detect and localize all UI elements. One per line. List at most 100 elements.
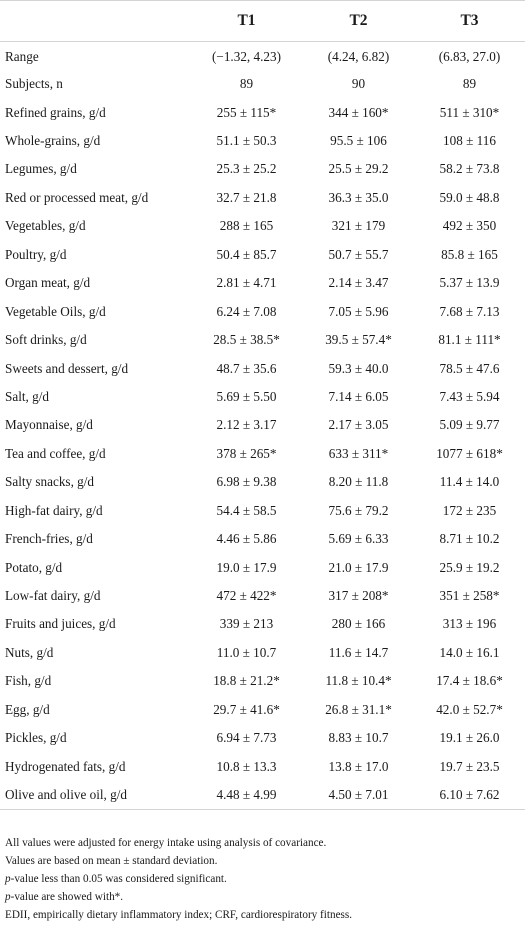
cell-t3: 89 bbox=[462, 76, 477, 92]
header-t3: T3 bbox=[414, 0, 525, 42]
cell-t2: 2.17 ± 3.05 bbox=[328, 417, 389, 433]
cell-t2: 321 ± 179 bbox=[331, 218, 386, 234]
table-row: Hydrogenated fats, g/d 10.8 ± 13.3 13.8 ± … bbox=[0, 752, 525, 780]
header-blank bbox=[0, 0, 190, 42]
header-row: T1 T2 T3 bbox=[0, 0, 525, 42]
cell-t3: 19.1 ± 26.0 bbox=[439, 730, 500, 746]
cell-t3: 78.5 ± 47.6 bbox=[439, 360, 500, 376]
cell-t2: (4.24, 6.82) bbox=[327, 48, 390, 64]
cell-t2: 4.50 ± 7.01 bbox=[328, 787, 389, 803]
cell-t1: 51.1 ± 50.3 bbox=[216, 133, 277, 149]
cell-t2: 90 bbox=[351, 76, 366, 92]
cell-t2: 11.6 ± 14.7 bbox=[328, 644, 389, 660]
cell-t1: 11.0 ± 10.7 bbox=[216, 644, 277, 660]
cell-t3: 11.4 ± 14.0 bbox=[439, 474, 500, 490]
cell-t2: 8.83 ± 10.7 bbox=[328, 730, 389, 746]
cell-t3: 8.71 ± 10.2 bbox=[439, 531, 500, 547]
footnote-p-symbol: p bbox=[5, 873, 11, 885]
cell-t3: 58.2 ± 73.8 bbox=[439, 161, 500, 177]
cell-t1: 6.98 ± 9.38 bbox=[216, 474, 277, 490]
cell-t1: 255 ± 115* bbox=[216, 104, 277, 120]
cell-t3: 6.10 ± 7.62 bbox=[439, 787, 500, 803]
cell-t2: 5.69 ± 6.33 bbox=[328, 531, 389, 547]
table-row: Soft drinks, g/d 28.5 ± 38.5* 39.5 ± 57.4*… bbox=[0, 326, 525, 354]
row-label: Red or processed meat, g/d bbox=[5, 189, 149, 205]
cell-t1: (−1.32, 4.23) bbox=[212, 48, 281, 64]
table-bottom-rule bbox=[0, 809, 525, 811]
cell-t3: 511 ± 310* bbox=[439, 104, 500, 120]
row-label: Fish, g/d bbox=[5, 673, 52, 689]
diet-intake-table: T1 T2 T3 Range (−1.32, 4.23) (4.24, 6.82) (… bbox=[0, 0, 525, 803]
cell-t1: 29.7 ± 41.6* bbox=[213, 701, 280, 717]
cell-t3: 7.43 ± 5.94 bbox=[439, 388, 500, 404]
cell-t1: 18.8 ± 21.2* bbox=[213, 673, 280, 689]
table-row: Potato, g/d 19.0 ± 17.9 21.0 ± 17.9 25.9 ± … bbox=[0, 553, 525, 581]
table-row: Egg, g/d 29.7 ± 41.6* 26.8 ± 31.1* 42.0 ± 5… bbox=[0, 696, 525, 724]
footnote-p-symbol-2: p bbox=[5, 891, 11, 903]
table-row: Mayonnaise, g/d 2.12 ± 3.17 2.17 ± 3.05 5.0… bbox=[0, 411, 525, 439]
cell-t2: 2.14 ± 3.47 bbox=[328, 275, 389, 291]
header-t2: T2 bbox=[303, 0, 414, 42]
table-row: Poultry, g/d 50.4 ± 85.7 50.7 ± 55.7 85.8 ±… bbox=[0, 241, 525, 269]
row-label: Soft drinks, g/d bbox=[5, 332, 87, 348]
table-row: Fruits and juices, g/d 339 ± 213 280 ± 166… bbox=[0, 610, 525, 638]
row-label: Range bbox=[5, 48, 39, 64]
row-label: Potato, g/d bbox=[5, 559, 63, 575]
cell-t2: 11.8 ± 10.4* bbox=[325, 673, 392, 689]
cell-t1: 5.69 ± 5.50 bbox=[216, 388, 277, 404]
cell-t3: 25.9 ± 19.2 bbox=[439, 559, 500, 575]
row-label: Egg, g/d bbox=[5, 701, 50, 717]
cell-t1: 378 ± 265* bbox=[216, 445, 277, 461]
table-row: Legumes, g/d 25.3 ± 25.2 25.5 ± 29.2 58.2 ±… bbox=[0, 155, 525, 183]
cell-t1: 10.8 ± 13.3 bbox=[216, 758, 277, 774]
footnote-adjustment: All values were adjusted for energy inta… bbox=[5, 837, 327, 849]
table-row: Tea and coffee, g/d 378 ± 265* 633 ± 311* 1… bbox=[0, 440, 525, 468]
header-t1: T1 bbox=[190, 0, 303, 42]
row-label: Poultry, g/d bbox=[5, 246, 67, 262]
cell-t1: 2.81 ± 4.71 bbox=[216, 275, 277, 291]
cell-t3: 313 ± 196 bbox=[442, 616, 497, 632]
row-label: Vegetable Oils, g/d bbox=[5, 303, 106, 319]
cell-t1: 2.12 ± 3.17 bbox=[216, 417, 277, 433]
row-label: Sweets and dessert, g/d bbox=[5, 360, 129, 376]
cell-t1: 288 ± 165 bbox=[219, 218, 274, 234]
cell-t2: 25.5 ± 29.2 bbox=[328, 161, 389, 177]
cell-t2: 8.20 ± 11.8 bbox=[328, 474, 389, 490]
table-row: High-fat dairy, g/d 54.4 ± 58.5 75.6 ± 79.… bbox=[0, 497, 525, 525]
row-label: Vegetables, g/d bbox=[5, 218, 86, 234]
row-label: Low-fat dairy, g/d bbox=[5, 588, 101, 604]
table-row: Red or processed meat, g/d 32.7 ± 21.8 36.… bbox=[0, 184, 525, 212]
table-footnotes: All values were adjusted for energy inta… bbox=[5, 834, 520, 924]
footnote-asterisk-text: -value are showed with*. bbox=[10, 891, 124, 903]
table-row: Vegetable Oils, g/d 6.24 ± 7.08 7.05 ± 5.9… bbox=[0, 297, 525, 325]
table-row: Salt, g/d 5.69 ± 5.50 7.14 ± 6.05 7.43 ± 5.… bbox=[0, 383, 525, 411]
table-row: French-fries, g/d 4.46 ± 5.86 5.69 ± 6.33 8… bbox=[0, 525, 525, 553]
row-label: Pickles, g/d bbox=[5, 730, 67, 746]
row-label: Salty snacks, g/d bbox=[5, 474, 95, 490]
cell-t3: 59.0 ± 48.8 bbox=[439, 189, 500, 205]
table-row: Refined grains, g/d 255 ± 115* 344 ± 160* 5… bbox=[0, 98, 525, 126]
cell-t2: 633 ± 311* bbox=[328, 445, 389, 461]
table-page: T1 T2 T3 Range (−1.32, 4.23) (4.24, 6.82) (… bbox=[0, 0, 525, 921]
table-row: Vegetables, g/d 288 ± 165 321 ± 179 492 ± 3… bbox=[0, 212, 525, 240]
cell-t1: 28.5 ± 38.5* bbox=[213, 332, 280, 348]
footnote-significance: p-value less than 0.05 was considered si… bbox=[5, 870, 520, 888]
row-label: Tea and coffee, g/d bbox=[5, 445, 106, 461]
cell-t2: 7.14 ± 6.05 bbox=[328, 388, 389, 404]
cell-t1: 4.46 ± 5.86 bbox=[216, 531, 277, 547]
cell-t2: 95.5 ± 106 bbox=[330, 133, 387, 149]
cell-t1: 48.7 ± 35.6 bbox=[216, 360, 277, 376]
cell-t2: 280 ± 166 bbox=[331, 616, 386, 632]
table-row: Whole-grains, g/d 51.1 ± 50.3 95.5 ± 106 10… bbox=[0, 127, 525, 155]
footnote-significance-text: -value less than 0.05 was considered sig… bbox=[10, 873, 227, 885]
row-label: Refined grains, g/d bbox=[5, 104, 106, 120]
table-row: Subjects, n 89 90 89 bbox=[0, 70, 525, 98]
cell-t3: 492 ± 350 bbox=[442, 218, 497, 234]
cell-t1: 25.3 ± 25.2 bbox=[216, 161, 277, 177]
row-label: Fruits and juices, g/d bbox=[5, 616, 116, 632]
cell-t1: 32.7 ± 21.8 bbox=[216, 189, 277, 205]
table-row: Sweets and dessert, g/d 48.7 ± 35.6 59.3 ±… bbox=[0, 354, 525, 382]
cell-t3: 81.1 ± 111* bbox=[438, 332, 501, 348]
table-row: Salty snacks, g/d 6.98 ± 9.38 8.20 ± 11.8 1… bbox=[0, 468, 525, 496]
table-row: Low-fat dairy, g/d 472 ± 422* 317 ± 208* 35… bbox=[0, 582, 525, 610]
